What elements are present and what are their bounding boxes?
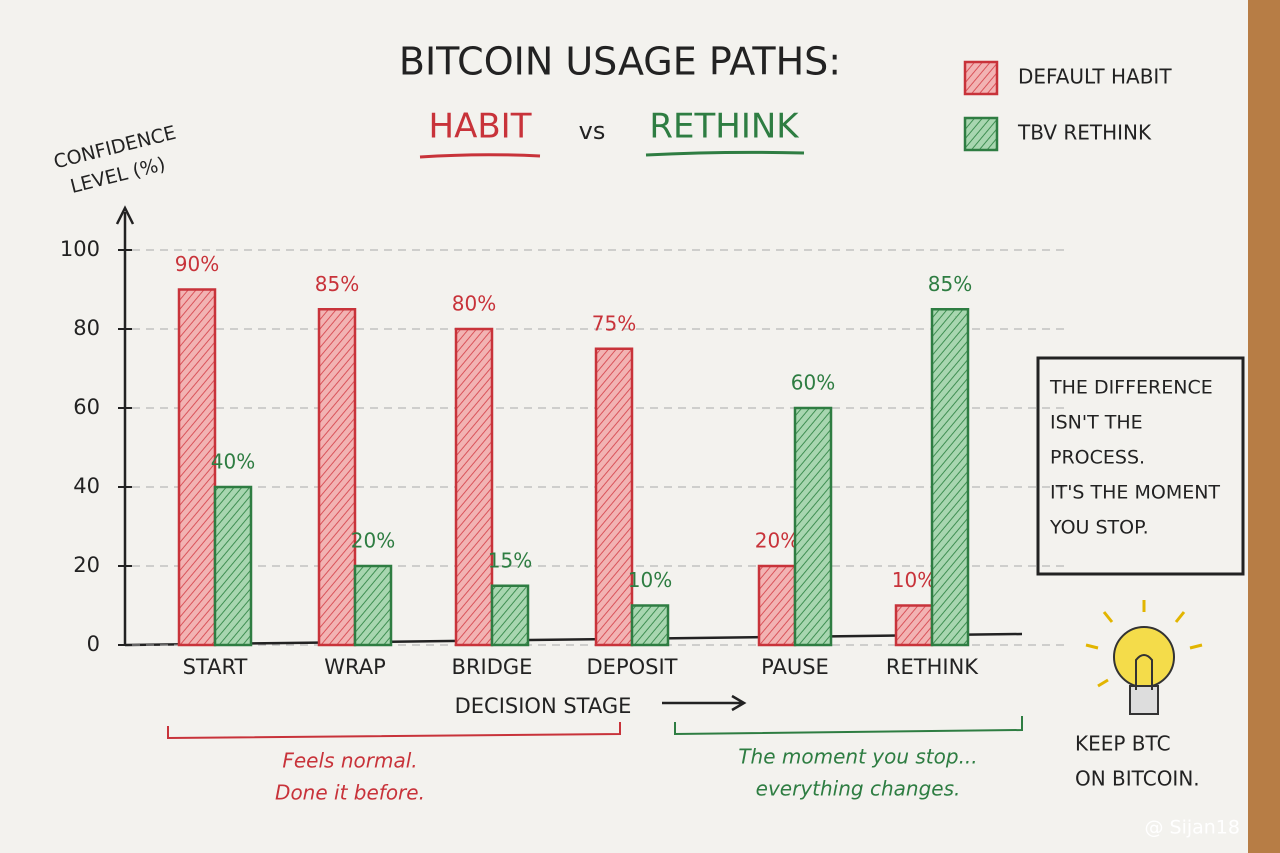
annotation: PROCESS. [1050,447,1145,469]
y-tick-label: 20 [73,553,100,577]
bar [630,604,670,647]
y-tick-label: 0 [87,632,100,656]
bulb [1085,600,1203,715]
annotation: Done it before. [275,781,425,805]
underline [419,153,541,159]
annotation: YOU STOP. [1049,517,1149,539]
value-label: 60% [791,371,835,395]
chart-title: BITCOIN USAGE PATHS: [399,40,841,84]
legend-swatch [963,116,999,152]
y-tick-label: 40 [73,474,100,498]
value-label: 90% [175,252,219,276]
annotation: ON BITCOIN. [1075,767,1200,791]
value-label: 15% [488,548,532,572]
annotation: ISN'T THE [1050,412,1143,434]
axis-arrow [662,694,747,712]
axis-arrow [115,205,135,225]
bar [793,406,833,647]
x-tick-label: WRAP [324,655,386,679]
x-tick-label: START [183,655,248,679]
value-label: 75% [592,311,636,335]
bar [894,604,934,647]
value-label: 10% [628,568,672,592]
annotation: Feels normal. [282,749,417,773]
bar [353,564,393,647]
value-label: 85% [928,272,972,296]
x-tick-label: RETHINK [886,655,979,679]
bar [454,327,494,647]
bar [177,288,217,647]
annotation: THE DIFFERENCE [1049,377,1213,399]
annotation: everything changes. [756,777,961,801]
bar [757,564,797,647]
value-label: 10% [892,568,936,592]
bar [490,584,530,647]
annotation: The moment you stop... [738,745,977,769]
x-tick-label: BRIDGE [452,655,533,679]
bar [930,308,970,647]
x-tick-label: PAUSE [761,655,829,679]
y-tick-label: 100 [60,237,100,261]
value-label: 20% [755,529,799,553]
value-label: 40% [211,450,255,474]
bar [213,485,253,647]
subtitle-rethink: RETHINK [649,107,800,147]
legend-label: TBV RETHINK [1017,121,1152,145]
legend-swatch [963,60,999,96]
x-axis [124,632,1023,647]
subtitle-habit: HABIT [429,107,532,147]
y-tick-label: 80 [73,316,100,340]
subtitle-vs: vs [579,117,606,145]
note-box [1036,356,1245,576]
value-label: 20% [351,529,395,553]
x-label: DECISION STAGE [455,694,632,718]
table-edge [1248,0,1280,853]
bracket [167,722,621,740]
annotation: KEEP BTC [1075,732,1171,756]
bar [594,347,634,647]
annotation: IT'S THE MOMENT [1050,482,1220,504]
x-tick-label: DEPOSIT [587,655,678,679]
bar [317,308,357,647]
underline [645,150,805,157]
legend-label: DEFAULT HABIT [1018,65,1172,89]
watermark: @ Sijan18 [1144,817,1240,839]
value-label: 80% [452,292,496,316]
bracket [674,716,1023,736]
y-tick-label: 60 [73,395,100,419]
value-label: 85% [315,272,359,296]
